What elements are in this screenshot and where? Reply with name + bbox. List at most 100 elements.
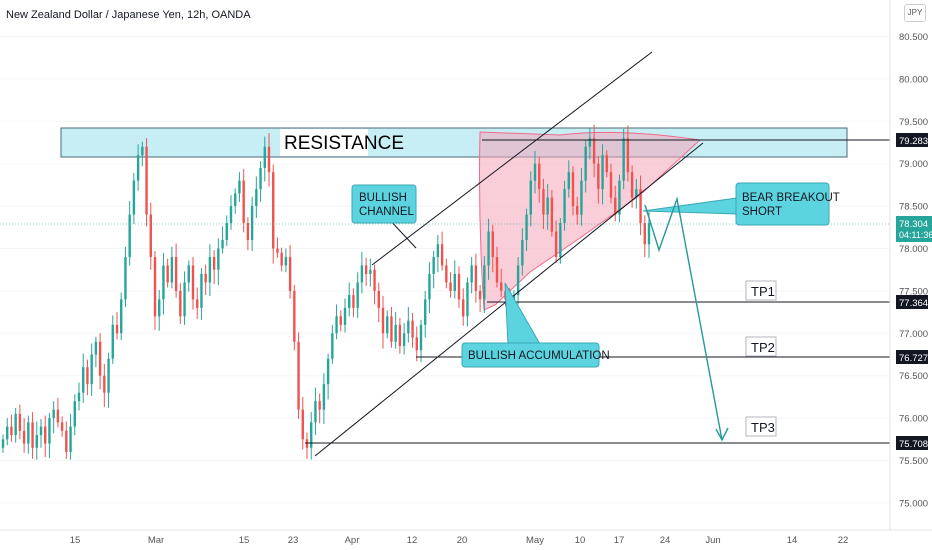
candle-body [373,269,376,291]
tp1-price-tag [896,295,928,309]
price-tick-label: 80.500 [899,32,928,43]
candle-body [98,341,102,376]
candle-body [86,367,89,385]
candle-body [348,295,351,308]
time-tick-label: 22 [838,535,849,546]
candle-body [398,324,402,347]
candle-body [377,290,380,308]
candle-body [343,307,347,325]
bullish-accumulation-callout[interactable] [461,342,600,368]
candle-body [65,430,68,453]
bear-breakout-callout-line1: BEAR BREAKOUT [742,192,840,204]
candle-body [10,426,13,436]
tp1-label-box[interactable] [745,280,777,301]
candle-body [73,401,76,427]
candle-body [500,282,503,291]
candle-body [626,138,630,173]
time-tick-label: May [526,535,544,546]
candle-body [111,324,114,359]
price-tick-label: 76.000 [899,414,928,425]
candle-body [162,265,165,300]
bear-breakout-callout[interactable] [735,182,830,226]
candle-body [601,155,604,190]
tp3-label-box[interactable] [745,416,777,437]
resistance-label: RESISTANCE [284,133,404,154]
candle-body [622,138,625,181]
tp1-label: TP1 [751,284,775,299]
candle-body [301,409,304,440]
candle-body [196,299,199,308]
price-axis[interactable]: 75.000 75.500 76.000 76.500 77.000 77.500 78.0… [899,32,928,509]
candle-body [639,189,642,224]
candle-body [132,180,136,215]
bullish-channel-callout[interactable] [351,184,417,224]
bullish-accumulation-callout-text: BULLISH ACCUMULATION [468,350,610,362]
time-axis[interactable]: 15 Mar 15 23 Apr 12 20 May 10 17 24 Jun 14 22 [70,535,849,546]
candle-body [225,223,228,241]
candle-body [436,244,440,257]
time-tick-label: 12 [407,535,418,546]
candle-body [69,426,72,453]
candle-body [221,240,224,249]
candle-body [229,206,233,224]
candle-body [580,180,583,215]
price-tick-label: 76.500 [899,371,928,382]
bullish-channel-callout-line1: BULLISH [359,192,407,204]
candle-body [128,214,131,257]
bullish-accumulation-callout-pointer [504,282,541,345]
candle-body [352,295,355,308]
resistance-zone[interactable] [60,127,848,158]
candle-body [457,273,461,300]
candle-body [618,180,621,215]
projected-price-path[interactable] [644,196,723,441]
candle-body [14,413,17,436]
candle-body [571,172,575,207]
last-price-tag [896,216,932,242]
candle-body [643,223,646,245]
candle-body [174,256,178,291]
tp2-label-box[interactable] [745,336,777,357]
time-tick-label: Mar [148,535,164,546]
candle-body [90,354,93,385]
candle-body [39,426,43,436]
candle-body [280,252,283,266]
candle-body [183,282,186,317]
resistance-price-tag [896,133,928,147]
candle-body [259,167,262,190]
candle-body [390,316,393,342]
candle-body [487,231,490,266]
candle-body [326,358,330,385]
candle-body [462,299,465,317]
candle-body [153,256,157,317]
candle-body [491,231,494,257]
candle-body [77,392,81,402]
resistance-label-bg [280,129,368,156]
candle-body [107,358,110,393]
tp2-price-tag [896,350,928,364]
time-tick-label: 24 [660,535,671,546]
candle-body [293,290,296,342]
candle-body [136,155,140,181]
candle-body [149,214,152,257]
candle-body [597,163,600,190]
candle-body [592,138,596,164]
candle-body [542,189,545,215]
time-tick-label: Jun [705,535,720,546]
candle-body [246,223,250,241]
last-price-tag-text: 78.304 [899,219,928,230]
candle-body [44,426,47,444]
candle-body [563,189,566,224]
bullish-channel-callout-line2: CHANNEL [359,206,415,218]
candle-body [630,172,634,198]
channel-upper-line[interactable] [371,51,653,266]
candle-body [440,244,444,266]
time-tick-label: 20 [457,535,468,546]
candle-body [516,265,520,296]
candle-body [60,422,64,431]
time-tick-label: 15 [239,535,250,546]
currency-button[interactable]: JPY [904,4,926,22]
candle-body [242,180,245,224]
candle-body [200,273,203,308]
candle-body [22,430,26,444]
